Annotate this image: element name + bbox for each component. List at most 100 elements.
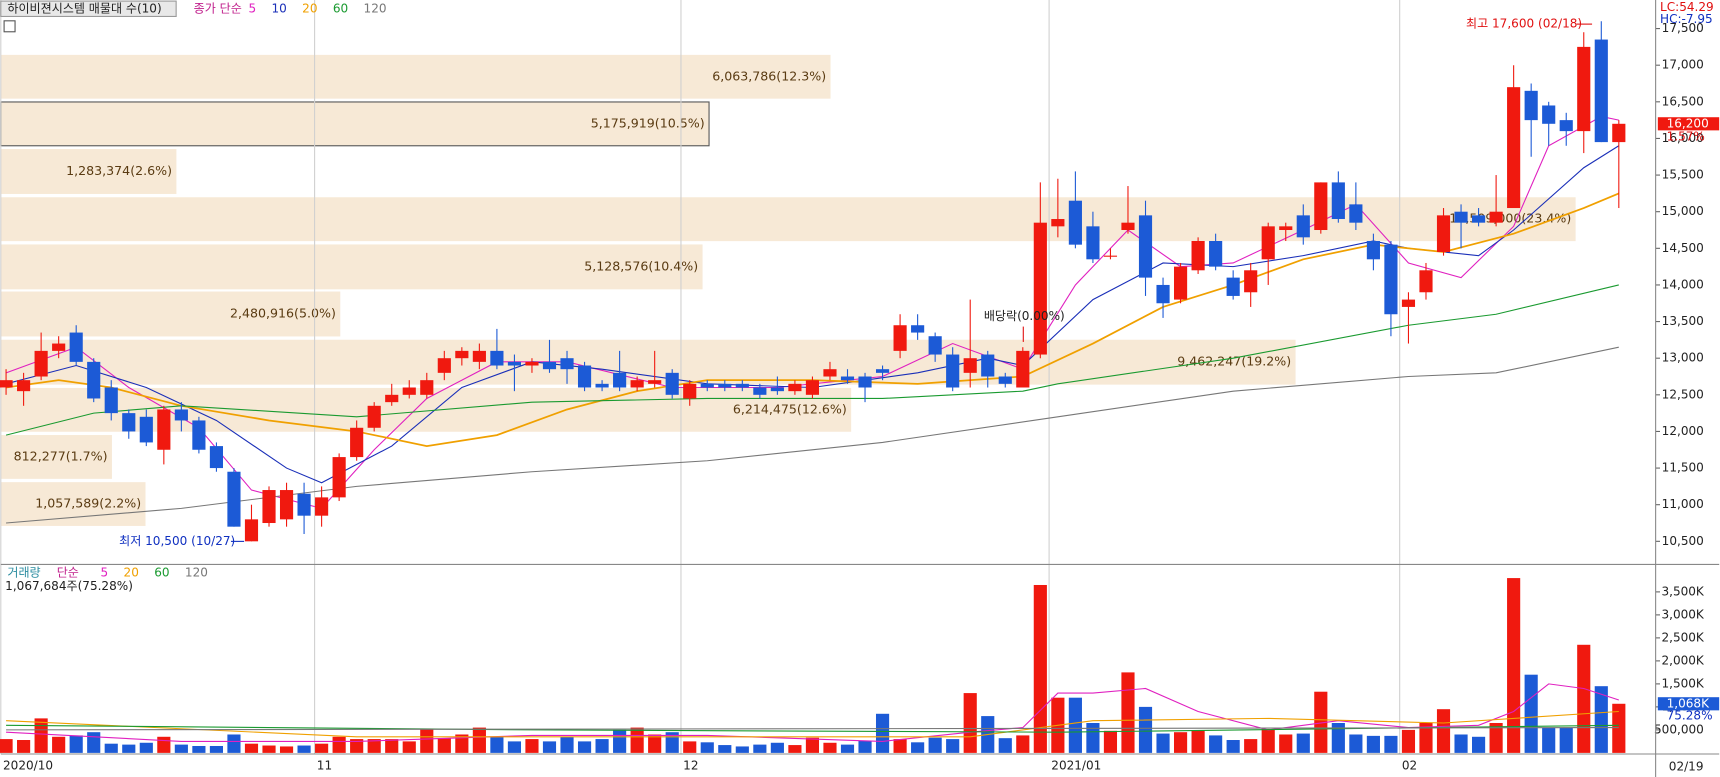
profile-label: 2,480,916(5.0%)	[230, 305, 336, 320]
candle-body	[630, 380, 644, 388]
ratio-label: 75.28%	[1667, 708, 1713, 722]
volume-bar	[1016, 735, 1030, 753]
volume-bar	[613, 729, 627, 753]
y-tick-label: 14,500	[1662, 241, 1704, 255]
volume-bar	[1401, 729, 1416, 753]
y-tick-label: 500,000	[1654, 722, 1704, 736]
candle-body	[1577, 46, 1591, 132]
candle-body	[262, 490, 276, 524]
y-tick-label: 13,000	[1662, 351, 1704, 365]
profile-label: 812,277(1.7%)	[14, 448, 108, 463]
high-annotation: 최고 17,600 (02/18)	[1466, 17, 1582, 31]
volume-bar	[911, 742, 925, 753]
candle-body	[315, 497, 329, 516]
candle-body	[1612, 123, 1626, 143]
candle-body	[928, 336, 942, 355]
volume-bar	[1384, 735, 1398, 753]
candle-body	[192, 420, 206, 450]
volume-bar	[1261, 728, 1275, 753]
volume-bar	[437, 738, 451, 753]
candle-body	[1209, 240, 1223, 267]
candle-body	[1314, 182, 1328, 231]
candle-body	[1542, 105, 1556, 124]
change-label: 1.57%	[1667, 129, 1705, 143]
candle-body	[1524, 90, 1538, 121]
volume-bar	[840, 744, 855, 753]
candle-body	[577, 365, 592, 388]
legend-entry: 5	[101, 566, 109, 580]
last-date: 02/19	[1669, 760, 1704, 774]
volume-bar	[1296, 733, 1310, 753]
candle-body	[122, 413, 136, 432]
y-tick-label: 12,500	[1662, 387, 1704, 401]
legend-entry: 5	[248, 1, 256, 15]
ex-dividend-annotation: 배당락(0.00%)	[984, 309, 1065, 323]
hc-label: HC:-7.95	[1660, 12, 1713, 26]
settings-icon[interactable]	[3, 20, 16, 33]
volume-bar	[893, 739, 907, 753]
volume-bar	[735, 746, 749, 753]
candle-body	[139, 416, 153, 443]
volume-bar	[542, 741, 557, 753]
profile-band	[0, 101, 710, 147]
volume-ma-line	[6, 683, 1619, 742]
candle-body	[1226, 277, 1240, 296]
candle-body	[174, 409, 188, 421]
current-volume: 1,068K	[1667, 696, 1710, 710]
volume-bar	[315, 743, 329, 753]
volume-title: 거래량	[7, 566, 40, 580]
y-tick-label: 11,500	[1662, 461, 1704, 475]
volume-bar	[946, 739, 960, 753]
volume-bar	[788, 745, 802, 753]
candle-body	[1103, 255, 1118, 257]
legend-entry: 20	[124, 566, 139, 580]
candle-body	[981, 354, 995, 377]
candle-body	[227, 471, 241, 527]
candle-body	[718, 383, 732, 388]
lc-label: LC:54.29	[1660, 0, 1714, 14]
y-tick-label: 12,000	[1662, 424, 1704, 438]
volume-bar	[1191, 730, 1205, 753]
volume-bar	[385, 739, 399, 753]
y-tick-label: 17,000	[1662, 58, 1704, 72]
volume-bar	[525, 739, 539, 753]
x-tick-label: 12	[683, 759, 698, 773]
candle-body	[770, 387, 784, 392]
candle-body	[1559, 120, 1573, 132]
volume-bar	[174, 744, 188, 753]
candle-body	[1086, 226, 1100, 260]
candle-body	[1296, 215, 1310, 238]
volume-bar	[1542, 727, 1556, 753]
volume-bar	[104, 743, 118, 753]
volume-bar	[17, 740, 31, 753]
volume-bar	[1279, 734, 1293, 753]
current-price-box	[1657, 117, 1720, 131]
chart-title: 하이비젼시스템 매물대 수(10)	[7, 1, 161, 15]
volume-bar	[1033, 584, 1047, 753]
candle-body	[875, 369, 890, 373]
candle-body	[1033, 222, 1047, 355]
volume-bar	[1559, 727, 1573, 753]
candle-body	[911, 325, 925, 333]
volume-bar	[192, 745, 206, 753]
candle-body	[893, 325, 907, 351]
candle-body	[542, 361, 557, 370]
volume-bar	[1121, 672, 1135, 753]
low-annotation: 최저 10,500 (10/27)	[119, 534, 235, 548]
volume-bar	[0, 739, 13, 753]
candle-body	[350, 427, 364, 458]
profile-label: 1,057,589(2.2%)	[35, 496, 141, 511]
volume-bar	[1577, 644, 1591, 753]
candle-body	[297, 493, 311, 516]
legend-entry: 120	[185, 566, 208, 580]
volume-bar	[1454, 734, 1468, 753]
profile-band	[0, 435, 112, 479]
y-tick-label: 1,500K	[1661, 676, 1704, 690]
candle-body	[437, 358, 451, 373]
candle-body	[1472, 215, 1486, 223]
volume-bar	[332, 736, 346, 753]
profile-band	[0, 244, 703, 290]
volume-bar	[1314, 691, 1328, 753]
candle-body	[788, 383, 802, 392]
candle-body	[858, 376, 872, 388]
